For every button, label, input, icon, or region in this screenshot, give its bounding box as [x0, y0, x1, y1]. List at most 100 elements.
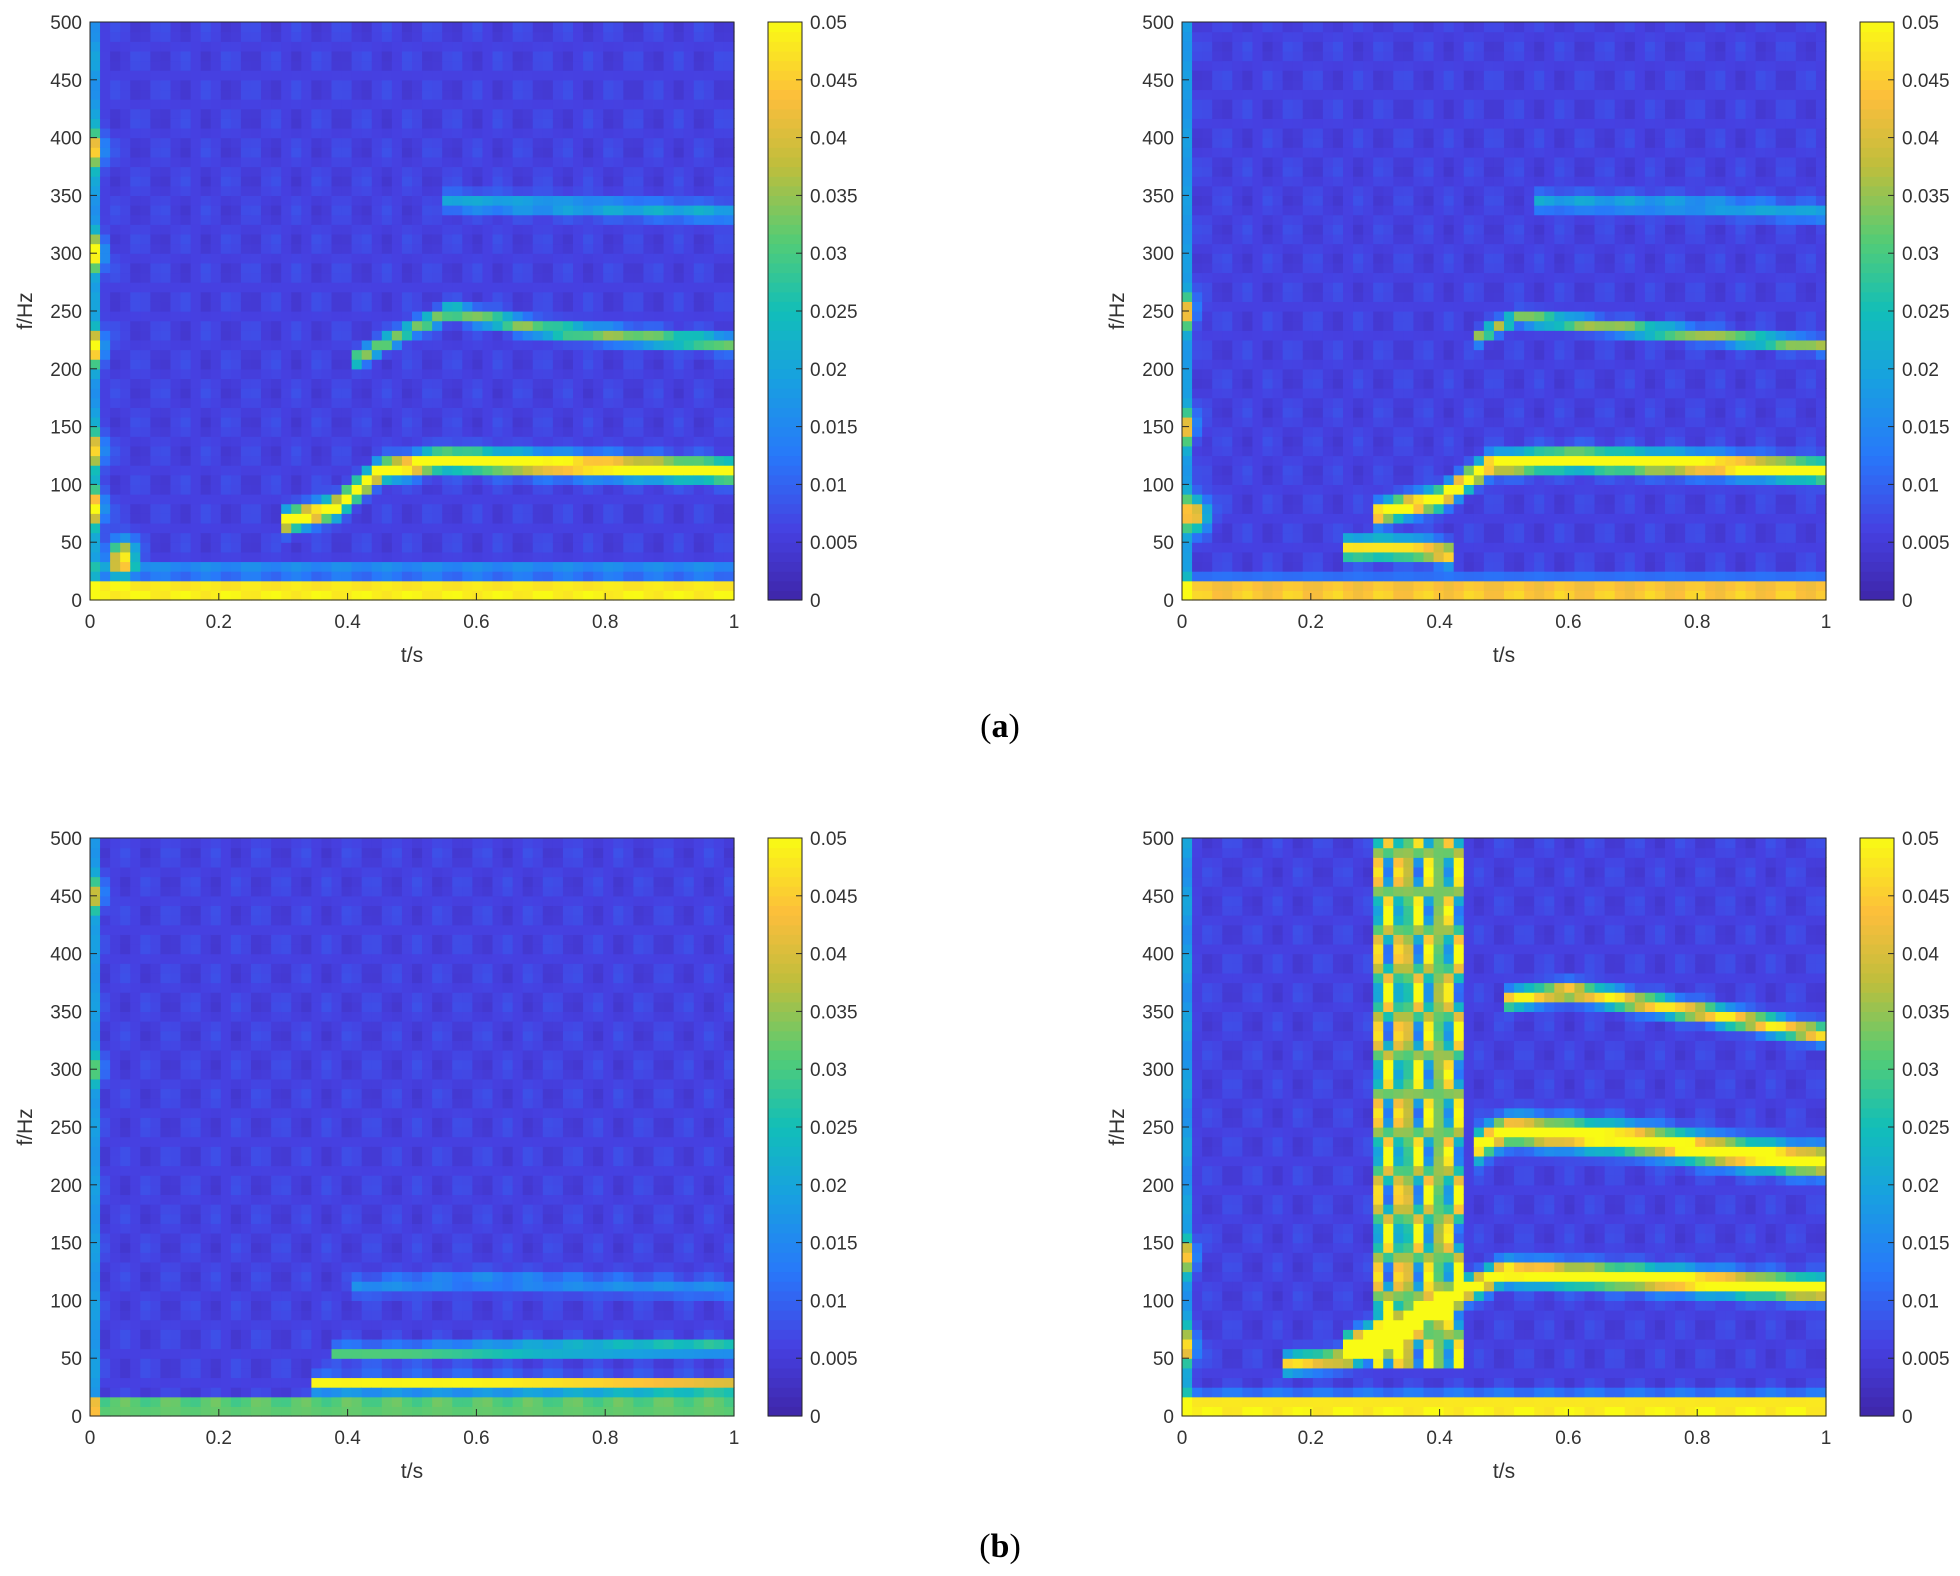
heatmap-cell: [1242, 79, 1254, 91]
heatmap-cell: [432, 137, 443, 148]
heatmap-cell: [683, 166, 695, 177]
heatmap-cell: [100, 445, 111, 457]
heatmap-cell: [220, 359, 232, 370]
heatmap-cell: [502, 253, 514, 264]
heatmap-cell: [321, 147, 333, 158]
heatmap-cell: [643, 70, 655, 81]
heatmap-cell: [442, 127, 453, 139]
heatmap-cell: [552, 522, 564, 534]
heatmap-cell: [653, 156, 665, 168]
heatmap-cell: [281, 532, 292, 543]
heatmap-cell: [623, 205, 634, 216]
heatmap-cell: [542, 455, 554, 466]
heatmap-cell: [502, 22, 514, 33]
heatmap-cell: [723, 474, 735, 485]
heatmap-cell: [1302, 368, 1314, 380]
heatmap-cell: [1343, 551, 1354, 563]
heatmap-cell: [522, 50, 534, 62]
heatmap-cell: [180, 41, 192, 52]
heatmap-cell: [583, 272, 594, 283]
heatmap-cell: [653, 166, 665, 177]
heatmap-cell: [613, 513, 624, 524]
heatmap-cell: [442, 185, 453, 196]
heatmap-cell: [1302, 580, 1314, 591]
heatmap-cell: [512, 79, 524, 91]
heatmap-cell: [422, 108, 433, 119]
heatmap-cell: [331, 205, 343, 216]
heatmap-cell: [552, 532, 564, 543]
colorbar-swatch: [768, 551, 802, 563]
heatmap-cell: [1232, 320, 1243, 331]
heatmap-cell: [422, 407, 433, 418]
heatmap-cell: [130, 359, 141, 370]
heatmap-cell: [663, 147, 675, 158]
heatmap-cell: [230, 147, 242, 158]
heatmap-cell: [1282, 407, 1294, 418]
heatmap-cell: [150, 156, 162, 168]
heatmap-cell: [432, 243, 443, 254]
heatmap-cell: [301, 147, 312, 158]
heatmap-cell: [1202, 127, 1213, 139]
heatmap-cell: [361, 233, 373, 245]
heatmap-cell: [542, 31, 554, 42]
heatmap-cell: [542, 474, 554, 485]
heatmap-cell: [723, 436, 735, 447]
heatmap-cell: [462, 70, 473, 81]
heatmap-cell: [1262, 233, 1274, 245]
heatmap-cell: [653, 50, 665, 62]
heatmap-cell: [321, 503, 333, 514]
heatmap-cell: [261, 465, 272, 476]
heatmap-cell: [1343, 282, 1354, 293]
heatmap-cell: [562, 176, 574, 187]
heatmap-cell: [633, 291, 645, 302]
heatmap-cell: [713, 339, 725, 351]
heatmap-cell: [90, 388, 101, 399]
heatmap-cell: [361, 455, 373, 466]
heatmap-cell: [1272, 339, 1284, 351]
heatmap-cell: [371, 89, 383, 100]
heatmap-cell: [703, 532, 715, 543]
heatmap-cell: [1282, 166, 1294, 177]
heatmap-cell: [492, 79, 504, 91]
heatmap-cell: [713, 108, 725, 119]
heatmap-cell: [633, 243, 645, 254]
heatmap-cell: [713, 233, 725, 245]
heatmap-cell: [573, 31, 584, 42]
heatmap-cell: [251, 195, 262, 206]
heatmap-cell: [1282, 253, 1294, 264]
heatmap-cell: [391, 60, 403, 71]
heatmap-cell: [401, 542, 413, 553]
heatmap-cell: [422, 484, 433, 495]
heatmap-cell: [593, 70, 604, 81]
heatmap-cell: [321, 89, 333, 100]
heatmap-cell: [311, 70, 323, 81]
heatmap-cell: [100, 272, 111, 283]
heatmap-cell: [240, 522, 252, 534]
heatmap-cell: [442, 166, 453, 177]
heatmap-cell: [583, 571, 594, 582]
heatmap-cell: [1302, 108, 1314, 119]
heatmap-cell: [472, 445, 484, 457]
heatmap-cell: [1302, 291, 1314, 302]
heatmap-cell: [321, 455, 333, 466]
heatmap-cell: [492, 503, 504, 514]
heatmap-cell: [542, 339, 554, 351]
heatmap-cell: [492, 31, 504, 42]
heatmap-cell: [1222, 60, 1233, 71]
heatmap-cell: [1232, 31, 1243, 42]
heatmap-cell: [391, 291, 403, 302]
heatmap-cell: [170, 233, 182, 245]
heatmap-cell: [532, 253, 544, 264]
heatmap-cell: [291, 89, 302, 100]
heatmap-cell: [220, 388, 232, 399]
heatmap-cell: [693, 561, 705, 572]
heatmap-cell: [693, 542, 705, 553]
heatmap-cell: [351, 70, 363, 81]
heatmap-cell: [90, 137, 101, 148]
heatmap-cell: [261, 474, 272, 485]
heatmap-cell: [522, 407, 534, 418]
heatmap-cell: [673, 378, 685, 389]
heatmap-cell: [230, 50, 242, 62]
heatmap-cell: [391, 532, 403, 543]
heatmap-cell: [502, 494, 514, 505]
